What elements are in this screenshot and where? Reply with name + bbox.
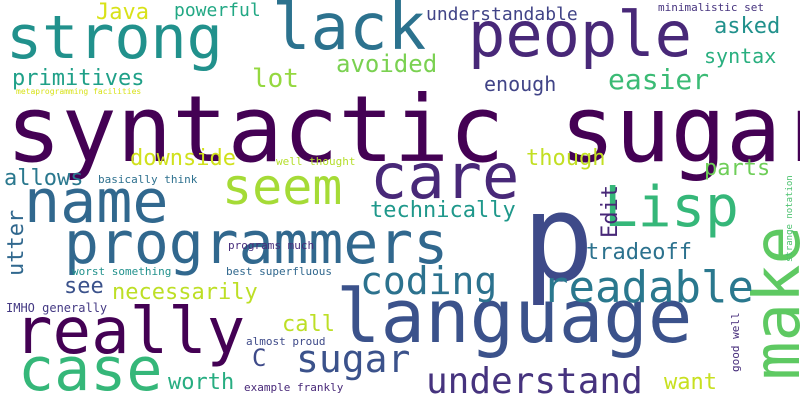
word-enough: enough xyxy=(484,72,557,96)
word-example-frankly: example frankly xyxy=(244,381,344,394)
word-strange-notation: strange notation xyxy=(785,175,795,262)
word-understandable: understandable xyxy=(426,4,578,25)
word-powerful: powerful xyxy=(174,0,261,21)
word-utter: utter xyxy=(4,209,29,276)
word-lot: lot xyxy=(252,64,299,94)
word-primitives: primitives xyxy=(12,66,145,91)
word-minimalistic-set: minimalistic set xyxy=(658,1,764,14)
word-readable: readable xyxy=(542,262,754,313)
word-see: see xyxy=(64,274,104,299)
word-easier: easier xyxy=(608,63,710,96)
word-lack: lack xyxy=(272,0,427,65)
word-seem: seem xyxy=(222,158,343,216)
word-really: really xyxy=(14,295,246,369)
word-sugar-small: sugar xyxy=(296,337,411,381)
word-syntactic-sugar: syntactic sugar xyxy=(6,76,800,183)
word-lisp: Lisp xyxy=(604,175,739,240)
word-programmers: programmers xyxy=(64,209,449,277)
word-case: case xyxy=(18,335,163,400)
word-worst-something: worst something xyxy=(72,265,172,278)
word-downside: downside xyxy=(130,146,236,171)
word-asked: asked xyxy=(714,14,781,39)
word-almost-proud: almost proud xyxy=(246,335,326,348)
word-strong: strong xyxy=(6,3,223,73)
word-c: C xyxy=(252,344,267,372)
word-java: Java xyxy=(96,0,149,25)
word-care: care xyxy=(370,140,520,213)
word-call: call xyxy=(282,312,335,337)
word-though: though xyxy=(526,146,606,171)
word-imho-generally: IMHO generally xyxy=(6,301,108,315)
word-metaprogramming-facilities: metaprogramming facilities xyxy=(16,87,142,96)
word-programs-much: programs much xyxy=(228,239,315,252)
word-coding: coding xyxy=(360,259,498,303)
word-technically: technically xyxy=(370,198,516,223)
word-necessarily: necessarily xyxy=(112,280,258,305)
word-p: p xyxy=(522,170,595,309)
word-good-well: good well xyxy=(729,312,742,372)
word-people: people xyxy=(468,0,692,71)
word-basically-think: basically think xyxy=(98,173,198,186)
word-syntax: syntax xyxy=(704,44,777,68)
word-want: want xyxy=(664,370,717,395)
word-worth: worth xyxy=(168,370,235,395)
word-language: language xyxy=(336,274,693,360)
word-tradeoff: tradeoff xyxy=(586,240,692,265)
word-best-superfluous: best superfluous xyxy=(226,265,332,278)
word-edit: Edit xyxy=(598,185,623,238)
word-avoided: avoided xyxy=(336,50,438,78)
word-well-thought: well thought xyxy=(276,155,356,168)
word-allows: allows xyxy=(4,166,84,191)
word-parts: parts xyxy=(704,156,771,181)
word-understand: understand xyxy=(426,361,643,400)
word-name: name xyxy=(24,167,169,237)
